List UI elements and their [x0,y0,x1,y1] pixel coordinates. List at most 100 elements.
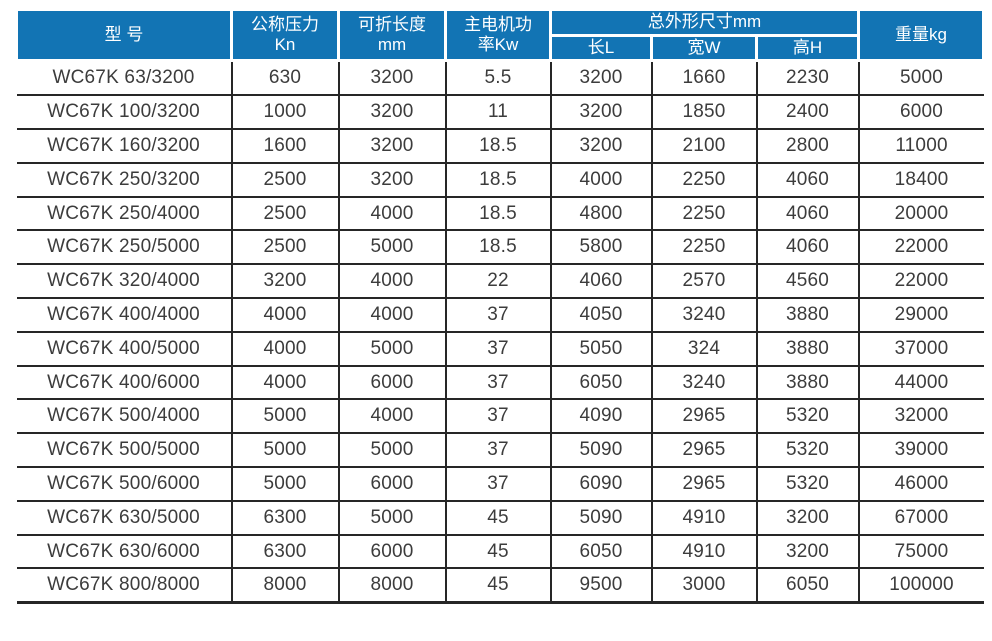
value-cell: 5090 [549,433,653,469]
table-row: WC67K 500/6000 5000 6000 37 6090 2965 5320 4600… [16,467,984,502]
value-cell: 5000 [230,467,340,502]
value-cell: 6050 [549,534,653,570]
value-cell: 2570 [650,264,758,300]
table-row: WC67K 100/3200 1000 3200 11 3200 1850 2400 6000 [16,95,984,131]
value-cell: 6000 [337,534,447,570]
value-cell: 6300 [230,500,340,536]
table-row: WC67K 250/3200 2500 3200 18.5 4000 2250 4060 18… [16,162,984,198]
value-cell: 6300 [230,534,340,570]
value-cell: 630 [230,60,340,97]
value-cell: 9500 [549,568,653,605]
value-cell: 37 [444,433,552,469]
table-row: WC67K 630/6000 6300 6000 45 6050 4910 3200 7500… [16,534,984,570]
spec-table: 型 号 公称压力 Kn 可折长度 mm 主电机功 率Kw 总外形尺寸mm 重量k… [15,7,986,605]
value-cell: 4000 [230,331,340,367]
table-row: WC67K 160/3200 1600 3200 18.5 3200 2100 2800 11… [16,129,984,164]
value-cell: 5320 [755,433,860,469]
value-cell: 2500 [230,162,340,198]
value-cell: 44000 [857,365,984,401]
table-header: 型 号 公称压力 Kn 可折长度 mm 主电机功 率Kw 总外形尺寸mm 重量k… [15,7,986,63]
table-row: WC67K 400/4000 4000 4000 37 4050 3240 3880 2900… [16,298,984,333]
value-cell: 100000 [857,568,984,605]
value-cell: 29000 [857,298,984,333]
value-cell: 5050 [549,331,653,367]
model-cell: WC67K 800/8000 [16,568,233,605]
value-cell: 37 [444,399,552,435]
value-cell: 3240 [650,298,758,333]
model-cell: WC67K 500/4000 [16,399,233,435]
table-row: WC67K 250/5000 2500 5000 18.5 5800 2250 4060 22… [16,230,984,266]
value-cell: 5000 [337,500,447,536]
value-cell: 37 [444,331,552,367]
value-cell: 5320 [755,399,860,435]
value-cell: 4000 [230,365,340,401]
value-cell: 22 [444,264,552,300]
value-cell: 2965 [650,433,758,469]
value-cell: 67000 [857,500,984,536]
value-cell: 3240 [650,365,758,401]
value-cell: 4090 [549,399,653,435]
header-row-top: 型 号 公称压力 Kn 可折长度 mm 主电机功 率Kw 总外形尺寸mm 重量k… [15,7,986,63]
value-cell: 6050 [755,568,860,605]
table-row: WC67K 250/4000 2500 4000 18.5 4800 2250 4060 20… [16,196,984,232]
value-cell: 45 [444,500,552,536]
value-cell: 4910 [650,534,758,570]
value-cell: 1660 [650,60,758,97]
table-body: WC67K 63/3200 630 3200 5.5 3200 1660 2230 5000 W… [16,60,984,605]
value-cell: 18.5 [444,196,552,232]
value-cell: 4060 [755,196,860,232]
value-cell: 3200 [337,95,447,131]
value-cell: 2100 [650,129,758,164]
value-cell: 6000 [857,95,984,131]
value-cell: 18.5 [444,230,552,266]
value-cell: 8000 [230,568,340,605]
value-cell: 2800 [755,129,860,164]
value-cell: 4000 [337,264,447,300]
header-dimensions-group: 总外形尺寸mm [548,8,861,37]
value-cell: 3200 [755,500,860,536]
value-cell: 5000 [230,433,340,469]
value-cell: 6000 [337,365,447,401]
value-cell: 4800 [549,196,653,232]
value-cell: 3200 [755,534,860,570]
value-cell: 4060 [755,230,860,266]
value-cell: 2965 [650,467,758,502]
spec-table-container: 型 号 公称压力 Kn 可折长度 mm 主电机功 率Kw 总外形尺寸mm 重量k… [15,7,986,605]
value-cell: 4560 [755,264,860,300]
value-cell: 3000 [650,568,758,605]
value-cell: 4000 [337,399,447,435]
value-cell: 4000 [337,298,447,333]
model-cell: WC67K 160/3200 [16,129,233,164]
value-cell: 4000 [230,298,340,333]
value-cell: 5000 [857,60,984,97]
value-cell: 2965 [650,399,758,435]
value-cell: 2500 [230,230,340,266]
table-row: WC67K 630/5000 6300 5000 45 5090 4910 3200 6700… [16,500,984,536]
value-cell: 4910 [650,500,758,536]
value-cell: 37 [444,365,552,401]
model-cell: WC67K 320/4000 [16,264,233,300]
model-cell: WC67K 500/5000 [16,433,233,469]
value-cell: 75000 [857,534,984,570]
value-cell: 2400 [755,95,860,131]
value-cell: 45 [444,534,552,570]
value-cell: 1600 [230,129,340,164]
header-dim-width: 宽W [650,33,758,63]
model-cell: WC67K 250/4000 [16,196,233,232]
value-cell: 3200 [549,95,653,131]
value-cell: 2230 [755,60,860,97]
value-cell: 324 [650,331,758,367]
model-cell: WC67K 500/6000 [16,467,233,502]
value-cell: 5.5 [444,60,552,97]
table-row: WC67K 800/8000 8000 8000 45 9500 3000 6050 1000… [16,568,984,605]
value-cell: 3880 [755,331,860,367]
header-dim-length: 长L [549,33,653,63]
value-cell: 22000 [857,264,984,300]
table-row: WC67K 400/5000 4000 5000 37 5050 324 3880 37000 [16,331,984,367]
model-cell: WC67K 630/6000 [16,534,233,570]
value-cell: 1000 [230,95,340,131]
value-cell: 39000 [857,433,984,469]
value-cell: 3200 [337,60,447,97]
model-cell: WC67K 400/6000 [16,365,233,401]
value-cell: 18.5 [444,129,552,164]
